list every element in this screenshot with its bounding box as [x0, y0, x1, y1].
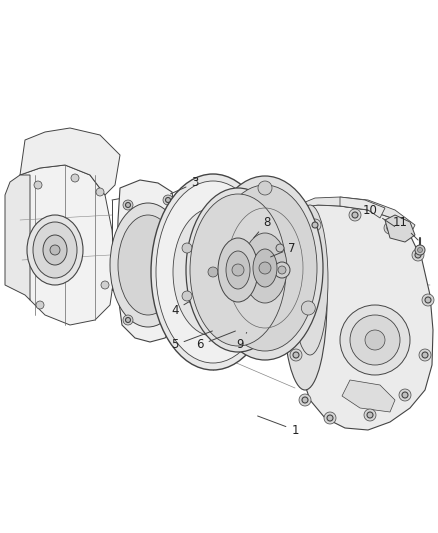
Ellipse shape	[243, 233, 287, 303]
Ellipse shape	[43, 235, 67, 265]
Text: 7: 7	[271, 241, 296, 257]
Circle shape	[50, 245, 60, 255]
Circle shape	[163, 195, 173, 205]
Circle shape	[324, 412, 336, 424]
Text: 8: 8	[254, 215, 271, 238]
Circle shape	[96, 188, 104, 196]
Circle shape	[123, 315, 133, 325]
Circle shape	[182, 291, 192, 301]
Ellipse shape	[151, 174, 275, 370]
Text: 6: 6	[196, 331, 235, 351]
Circle shape	[278, 266, 286, 274]
Ellipse shape	[218, 238, 258, 302]
Ellipse shape	[110, 203, 186, 327]
Circle shape	[290, 304, 302, 316]
Circle shape	[259, 262, 271, 274]
Circle shape	[415, 245, 425, 255]
Circle shape	[208, 315, 218, 325]
Circle shape	[274, 262, 290, 278]
Circle shape	[299, 394, 311, 406]
Circle shape	[208, 219, 218, 229]
Circle shape	[364, 409, 376, 421]
Circle shape	[417, 247, 423, 253]
Circle shape	[258, 181, 272, 195]
Circle shape	[384, 222, 396, 234]
Circle shape	[34, 181, 42, 189]
Ellipse shape	[253, 249, 277, 287]
Circle shape	[234, 243, 244, 253]
Ellipse shape	[190, 194, 286, 346]
Ellipse shape	[213, 185, 317, 351]
Text: 5: 5	[171, 331, 212, 351]
Circle shape	[234, 291, 244, 301]
Circle shape	[312, 222, 318, 228]
Polygon shape	[20, 128, 120, 195]
Ellipse shape	[340, 305, 410, 375]
Circle shape	[215, 301, 229, 315]
Polygon shape	[5, 175, 30, 300]
Circle shape	[387, 225, 393, 231]
Ellipse shape	[283, 210, 327, 390]
Ellipse shape	[350, 315, 400, 365]
Circle shape	[365, 330, 385, 350]
Circle shape	[301, 301, 315, 315]
Text: 9: 9	[236, 333, 247, 351]
Circle shape	[412, 249, 424, 261]
Polygon shape	[298, 197, 415, 235]
Ellipse shape	[156, 181, 270, 363]
Polygon shape	[117, 180, 178, 342]
Circle shape	[208, 267, 218, 277]
Polygon shape	[342, 380, 395, 412]
Circle shape	[293, 307, 299, 313]
Circle shape	[293, 352, 299, 358]
Circle shape	[203, 262, 223, 282]
Ellipse shape	[207, 176, 323, 360]
Ellipse shape	[226, 251, 250, 289]
Ellipse shape	[186, 188, 290, 352]
Circle shape	[290, 349, 302, 361]
Ellipse shape	[27, 215, 83, 285]
Circle shape	[349, 209, 361, 221]
Circle shape	[173, 308, 177, 312]
Circle shape	[36, 301, 44, 309]
Ellipse shape	[193, 240, 233, 304]
Circle shape	[422, 352, 428, 358]
Circle shape	[402, 392, 408, 398]
Circle shape	[276, 244, 284, 252]
Circle shape	[419, 349, 431, 361]
Polygon shape	[188, 294, 198, 303]
Polygon shape	[18, 165, 115, 325]
Polygon shape	[385, 215, 415, 242]
Circle shape	[302, 397, 308, 403]
Polygon shape	[294, 205, 433, 430]
Ellipse shape	[292, 205, 328, 355]
Circle shape	[399, 389, 411, 401]
Ellipse shape	[173, 208, 253, 336]
Circle shape	[126, 318, 131, 322]
Text: 3: 3	[170, 176, 199, 194]
Ellipse shape	[118, 215, 178, 315]
Circle shape	[182, 243, 192, 253]
Circle shape	[327, 415, 333, 421]
Circle shape	[71, 174, 79, 182]
Ellipse shape	[33, 222, 77, 278]
Circle shape	[101, 281, 109, 289]
Circle shape	[232, 264, 244, 276]
Circle shape	[166, 198, 170, 203]
Circle shape	[123, 200, 133, 210]
Circle shape	[415, 252, 421, 258]
Polygon shape	[340, 197, 385, 218]
Text: 4: 4	[171, 301, 190, 317]
Circle shape	[170, 305, 180, 315]
Circle shape	[425, 297, 431, 303]
Circle shape	[367, 412, 373, 418]
Text: 10: 10	[363, 204, 395, 227]
Text: 11: 11	[392, 215, 418, 240]
Circle shape	[352, 212, 358, 218]
Text: 1: 1	[258, 416, 299, 437]
Circle shape	[309, 219, 321, 231]
Circle shape	[422, 294, 434, 306]
Circle shape	[126, 203, 131, 207]
